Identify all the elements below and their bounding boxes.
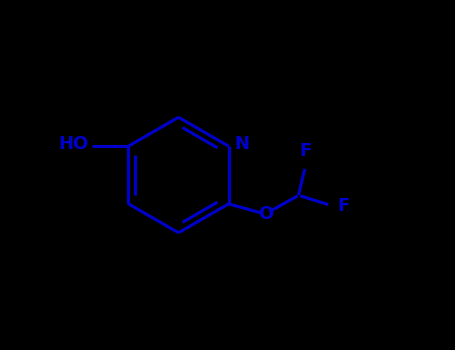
Text: O: O (258, 205, 273, 223)
Text: N: N (235, 135, 250, 153)
Text: F: F (337, 197, 349, 215)
Text: F: F (299, 142, 312, 160)
Text: HO: HO (58, 135, 88, 153)
